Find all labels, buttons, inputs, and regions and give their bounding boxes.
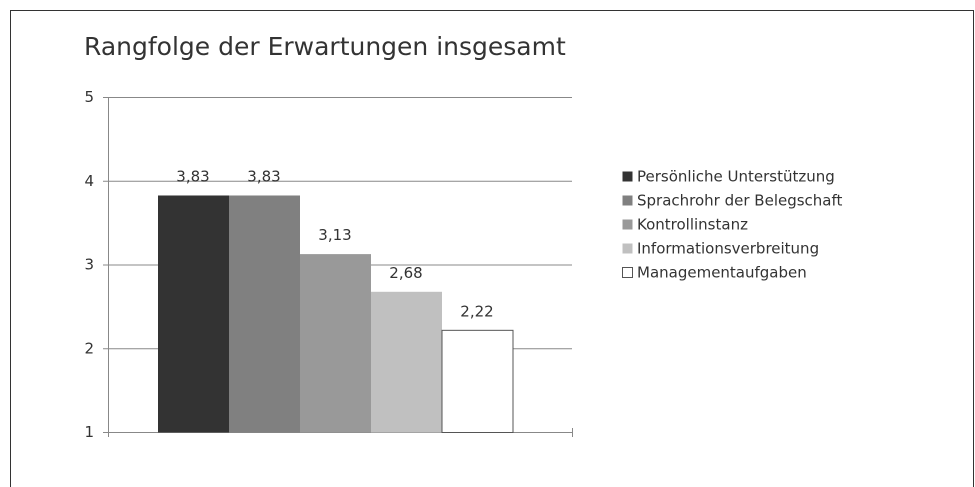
y-tick-label: 3 xyxy=(84,256,94,274)
frame xyxy=(10,10,974,487)
legend-label: Managementaufgaben xyxy=(637,264,807,282)
y-tick-label: 5 xyxy=(84,88,94,106)
legend-swatch xyxy=(622,195,633,206)
legend-swatch xyxy=(622,219,633,230)
chart-title: Rangfolge der Erwartungen insgesamt xyxy=(84,32,566,61)
value-label: 3,83 xyxy=(247,167,280,185)
legend-label: Informationsverbreitung xyxy=(637,240,819,258)
y-tick-label: 4 xyxy=(84,172,94,190)
value-label: 2,68 xyxy=(389,264,422,282)
legend-label: Persönliche Unterstützung xyxy=(637,168,835,186)
bar xyxy=(300,254,371,433)
legend-label: Kontrollinstanz xyxy=(637,216,748,234)
legend-label: Sprachrohr der Belegschaft xyxy=(637,192,843,210)
value-label: 3,83 xyxy=(176,167,209,185)
y-tick-label: 2 xyxy=(84,339,94,357)
value-label: 2,22 xyxy=(460,302,493,320)
value-label: 3,13 xyxy=(318,226,351,244)
legend-swatch xyxy=(622,267,633,278)
legend-swatch xyxy=(622,171,633,182)
bar xyxy=(229,195,300,433)
legend-swatch xyxy=(622,243,633,254)
bar xyxy=(158,195,229,433)
y-tick-label: 1 xyxy=(84,423,94,441)
bar xyxy=(371,291,442,433)
bar xyxy=(441,329,514,434)
